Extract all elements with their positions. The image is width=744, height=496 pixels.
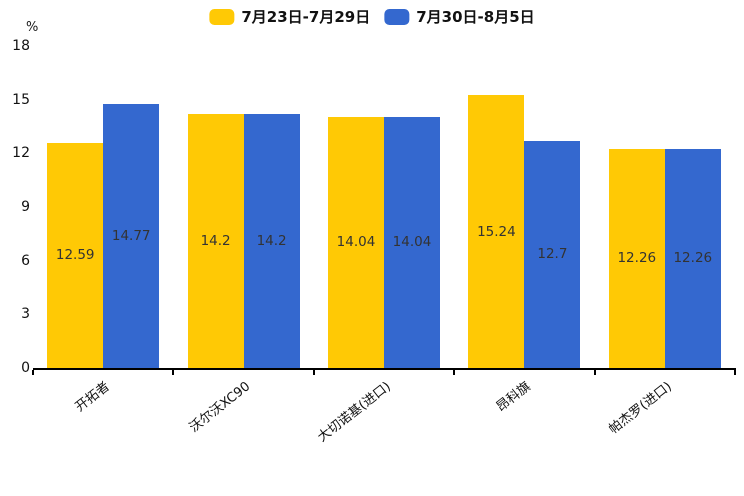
bar	[243, 113, 300, 368]
x-axis-line	[33, 368, 736, 370]
bar-value-label: 12.26	[673, 250, 713, 267]
y-axis-tick-label: 12	[12, 145, 30, 162]
y-axis-tick-label: 15	[12, 91, 30, 108]
bar-value-label: 12.59	[55, 247, 95, 264]
bar	[384, 116, 440, 368]
x-axis-category-label: 帕杰罗(进口)	[606, 379, 675, 438]
y-axis-tick-label: 0	[21, 360, 30, 376]
bar-value-label: 14.2	[200, 232, 231, 249]
y-axis-unit-label: %	[26, 20, 39, 35]
bar-value-label: 14.77	[111, 227, 151, 244]
x-axis-tick	[172, 370, 175, 375]
x-axis-tick	[593, 370, 596, 375]
bar	[328, 116, 384, 368]
y-axis-tick-label: 9	[21, 199, 30, 215]
legend-swatch-icon	[209, 8, 235, 25]
bar-value-label: 15.24	[477, 223, 516, 240]
bar	[47, 142, 104, 368]
x-axis-category-label: 开拓者	[72, 379, 113, 415]
x-axis-tick	[453, 370, 456, 375]
bar	[608, 148, 665, 368]
bar-value-label: 14.04	[336, 234, 376, 251]
x-axis-category-label: 大切诺基(进口)	[314, 379, 394, 446]
bar	[468, 95, 525, 368]
x-axis-category-label: 沃尔沃XC90	[186, 379, 254, 436]
bar-value-label: 14.2	[256, 232, 287, 249]
x-axis-category-label: 昂科旗	[494, 379, 535, 415]
legend-swatch-icon	[384, 8, 410, 25]
x-axis-tick	[734, 370, 736, 375]
bar	[664, 148, 721, 368]
legend-label: 7月30日-8月5日	[416, 8, 535, 26]
bar-value-label: 12.7	[537, 246, 568, 263]
y-axis-tick-label: 6	[21, 252, 30, 269]
y-axis-tick-label: 18	[12, 38, 30, 54]
x-axis-tick	[312, 370, 315, 375]
bar	[187, 113, 244, 368]
bar-value-label: 14.04	[392, 234, 432, 251]
legend-label: 7月23日-7月29日	[241, 8, 371, 26]
bar-value-label: 12.26	[617, 250, 657, 267]
y-axis-tick-label: 3	[21, 306, 30, 323]
bar	[524, 140, 581, 368]
bar	[103, 103, 160, 368]
legend-item[interactable]: 7月23日-7月29日	[209, 6, 370, 27]
x-axis-tick	[32, 370, 34, 375]
legend-item[interactable]: 7月30日-8月5日	[384, 6, 535, 27]
legend: 7月23日-7月29日 7月30日-8月5日	[209, 6, 535, 27]
